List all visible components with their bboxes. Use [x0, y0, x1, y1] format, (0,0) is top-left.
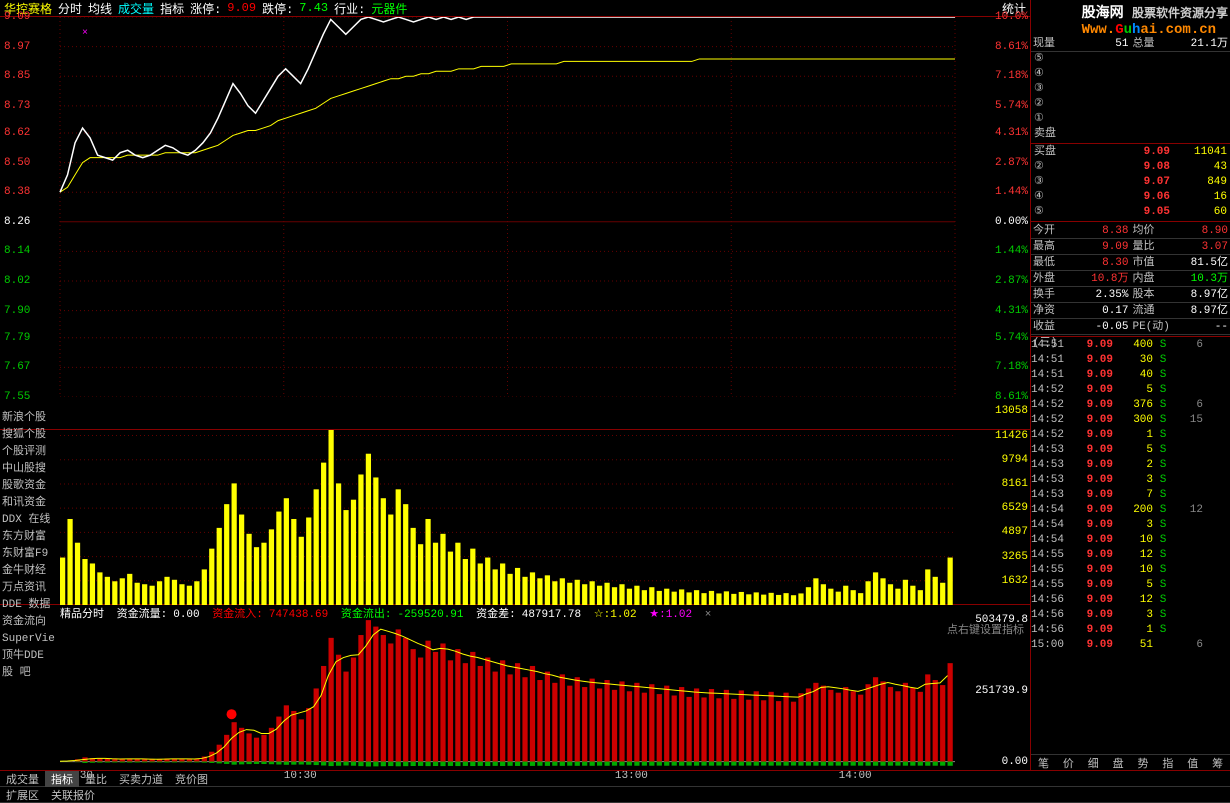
sidebar-item[interactable]: 新浪个股 — [0, 410, 55, 427]
trade-row: 14:539.092S — [1031, 458, 1230, 473]
sidebar-item[interactable]: 股歌资金 — [0, 478, 55, 495]
tab[interactable]: 盘 — [1106, 755, 1131, 770]
trade-row: 14:539.093S — [1031, 473, 1230, 488]
bottom-tabs[interactable]: 成交量指标量比买卖力道竞价图 扩展区关联报价 — [0, 770, 1230, 802]
trade-row: 14:549.09200S12 — [1031, 503, 1230, 518]
trade-row: 14:529.091S — [1031, 428, 1230, 443]
trade-row: 14:539.097S — [1031, 488, 1230, 503]
trade-row: 14:569.093S — [1031, 608, 1230, 623]
sidebar-item[interactable]: 东财富F9 — [0, 546, 55, 563]
sidebar-item[interactable]: 东方财富 — [0, 529, 55, 546]
watermark: 股海网 股票软件资源分享 Www.Guhai.com.cn — [1082, 2, 1228, 38]
trade-row: 14:549.093S — [1031, 518, 1230, 533]
sidebar: 新浪个股搜狐个股个股评测中山股搜股歌资金和讯资金DDX 在线东方财富东财富F9金… — [0, 410, 55, 682]
tab[interactable]: 量比 — [79, 771, 113, 787]
trade-row: 14:559.095S — [1031, 578, 1230, 593]
tab[interactable]: 筹 — [1205, 755, 1230, 770]
tab[interactable]: 成交量 — [0, 771, 45, 787]
tab[interactable]: 细 — [1081, 755, 1106, 770]
tab[interactable]: 指标 — [45, 771, 79, 787]
trade-row: 14:549.0910S — [1031, 533, 1230, 548]
sidebar-item[interactable]: DDX 在线 — [0, 512, 55, 529]
trade-row: 14:529.095S — [1031, 383, 1230, 398]
tab[interactable]: 笔 — [1031, 755, 1056, 770]
tab[interactable]: 竞价图 — [169, 771, 214, 787]
flow-title: 精品分时 资金流量:0.00 资金流入:747438.69 资金流出:-2595… — [60, 605, 1030, 637]
trade-row: 14:529.09376S6 — [1031, 398, 1230, 413]
sidebar-item[interactable]: 中山股搜 — [0, 461, 55, 478]
trade-row: 15:009.09516 — [1031, 638, 1230, 653]
right-tabs[interactable]: 笔价细盘势指值筹 — [1031, 754, 1230, 770]
tab[interactable]: 指 — [1155, 755, 1180, 770]
svg-text:×: × — [82, 28, 88, 39]
trade-row: 14:529.09300S15 — [1031, 413, 1230, 428]
trade-row: 14:559.0912S — [1031, 548, 1230, 563]
volume-chart[interactable]: 1305811426979481616529489732651632 — [0, 430, 1030, 605]
trade-row: 14:559.0910S — [1031, 563, 1230, 578]
tab[interactable]: 买卖力道 — [113, 771, 169, 787]
topbar: 华控赛格 分时 均线 成交量 指标 涨停:9.09 跌停:7.43 行业:元器件… — [0, 0, 1030, 17]
price-chart[interactable]: × 9.098.978.858.738.628.508.388.268.148.… — [0, 17, 1030, 430]
sidebar-item[interactable]: 搜狐个股 — [0, 427, 55, 444]
sidebar-item[interactable]: 股 吧 — [0, 665, 55, 682]
tab[interactable]: 关联报价 — [45, 787, 101, 803]
tab[interactable]: 值 — [1180, 755, 1205, 770]
sidebar-item[interactable]: 资金流向 — [0, 614, 55, 631]
sidebar-item[interactable]: 个股评测 — [0, 444, 55, 461]
trade-row: 14:569.091S — [1031, 623, 1230, 638]
sidebar-item[interactable]: 顶牛DDE — [0, 648, 55, 665]
tab[interactable]: 势 — [1131, 755, 1156, 770]
trade-row: 14:519.0930S — [1031, 353, 1230, 368]
flow-chart[interactable]: 精品分时 资金流量:0.00 资金流入:747438.69 资金流出:-2595… — [0, 605, 1030, 770]
trade-row: 14:519.09400S6 — [1031, 338, 1230, 353]
trade-list: 14:519.09400S614:519.0930S14:519.0940S14… — [1031, 338, 1230, 754]
tab[interactable]: 价 — [1056, 755, 1081, 770]
sidebar-item[interactable]: 金牛财经 — [0, 563, 55, 580]
sidebar-item[interactable]: 万点资讯 — [0, 580, 55, 597]
sidebar-item[interactable]: SuperVie — [0, 631, 55, 648]
trade-row: 14:539.095S — [1031, 443, 1230, 458]
sidebar-item[interactable]: DDE 数据 — [0, 597, 55, 614]
tab[interactable]: 扩展区 — [0, 787, 45, 803]
trade-row: 14:519.0940S — [1031, 368, 1230, 383]
sidebar-item[interactable]: 和讯资金 — [0, 495, 55, 512]
trade-row: 14:569.0912S — [1031, 593, 1230, 608]
